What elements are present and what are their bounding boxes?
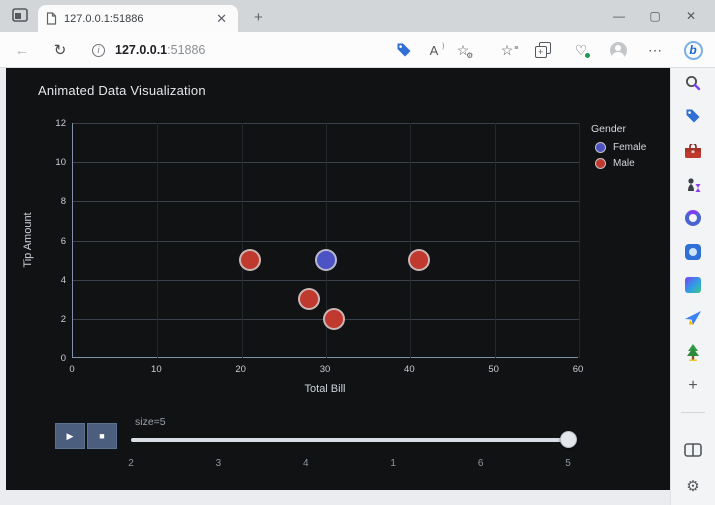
slider-step-label[interactable]: 4 <box>303 458 309 469</box>
collections-icon[interactable]: + <box>531 32 555 68</box>
slider-step-label[interactable]: 1 <box>390 458 396 469</box>
url-host: 127.0.0.1 <box>115 43 168 57</box>
slider-step-label[interactable]: 6 <box>477 458 484 469</box>
y-tick-label: 12 <box>55 118 66 129</box>
x-tick-label: 40 <box>404 364 415 375</box>
tab-strip: 127.0.0.1:51886 ✕ + — ▢ ✕ <box>0 0 715 32</box>
x-tick-label: 10 <box>151 364 162 375</box>
tab-title: 127.0.0.1:51886 <box>64 12 144 25</box>
slider-track[interactable] <box>131 438 568 442</box>
browser-essentials-icon[interactable]: ♡ <box>569 32 593 68</box>
data-point-male <box>323 307 346 330</box>
back-icon[interactable]: ← <box>14 41 30 59</box>
play-button[interactable]: ▶ <box>55 423 85 449</box>
workspaces-icon <box>12 8 28 22</box>
x-tick-label: 50 <box>488 364 499 375</box>
slider-step-label[interactable]: 2 <box>128 458 134 469</box>
gridline-vertical <box>241 123 243 358</box>
plot-area <box>72 123 580 358</box>
shopping-tag-icon[interactable] <box>392 32 416 68</box>
y-tick-label: 4 <box>60 274 66 286</box>
sidebar-divider <box>681 412 705 413</box>
site-info-icon[interactable]: i <box>92 43 105 57</box>
tab-close-icon[interactable]: ✕ <box>216 10 227 26</box>
browser-tab[interactable]: 127.0.0.1:51886 ✕ <box>38 5 238 32</box>
tree-game-icon[interactable] <box>682 341 704 363</box>
slider-step-label[interactable]: 5 <box>565 458 571 469</box>
gridline-vertical <box>326 123 327 358</box>
data-point-female <box>315 249 337 272</box>
y-tick-label: 8 <box>60 196 66 208</box>
games-icon[interactable] <box>682 174 704 196</box>
chart-title: Animated Data Visualization <box>38 83 206 98</box>
close-button[interactable]: ✕ <box>685 9 697 23</box>
maximize-button[interactable]: ▢ <box>649 9 661 23</box>
slider-step-label[interactable]: 3 <box>215 458 222 469</box>
data-point-male <box>407 249 430 272</box>
y-tick-label: 2 <box>60 313 66 325</box>
y-tick-label: 0 <box>60 353 66 364</box>
gridline-vertical <box>157 123 159 358</box>
toolbox-icon[interactable] <box>682 140 704 162</box>
slider-handle[interactable] <box>560 431 577 448</box>
address-bar[interactable]: i 127.0.0.1:51886 <box>92 38 205 62</box>
designer-icon[interactable] <box>682 241 704 263</box>
shopping-icon[interactable] <box>682 105 704 127</box>
url-port: :51886 <box>167 43 206 57</box>
legend-label: Female <box>613 142 647 153</box>
minimize-button[interactable]: — <box>613 9 625 23</box>
x-tick-label: 0 <box>69 364 75 375</box>
gridline-vertical <box>410 123 412 358</box>
gridline-vertical <box>494 123 496 358</box>
legend-marker <box>595 142 606 153</box>
read-aloud-icon[interactable]: A <box>422 32 446 68</box>
tab-actions-menu-icon[interactable] <box>12 8 30 24</box>
outlook-icon[interactable] <box>682 307 704 329</box>
gridline-vertical <box>579 123 580 358</box>
x-tick-label: 60 <box>572 364 584 375</box>
y-tick-label: 6 <box>60 235 66 247</box>
copilot-icon[interactable]: b <box>681 32 705 68</box>
legend-title: Gender <box>591 123 627 135</box>
page-favicon <box>46 12 57 25</box>
legend-item-male[interactable]: Male <box>589 158 646 169</box>
more-options-icon[interactable]: ⋯ <box>648 41 662 58</box>
stop-button[interactable]: ■ <box>87 423 117 449</box>
y-tick-label: 10 <box>55 157 66 169</box>
new-tab-button[interactable]: + <box>254 9 263 26</box>
edge-sidebar: + ⚙ <box>670 68 715 505</box>
refresh-icon[interactable]: ↻ <box>53 42 67 59</box>
legend-marker <box>595 158 606 169</box>
add-favorite-icon[interactable]: ☆ ⚙ <box>456 41 474 60</box>
legend-label: Male <box>613 158 635 169</box>
split-screen-icon[interactable] <box>682 439 704 461</box>
settings-icon[interactable]: ⚙ <box>686 478 700 495</box>
add-to-sidebar-icon[interactable]: + <box>688 377 698 394</box>
data-point-male <box>298 288 321 311</box>
favorites-icon[interactable]: ☆ ≡ <box>500 41 519 58</box>
x-tick-label: 20 <box>235 364 246 375</box>
search-icon[interactable] <box>682 72 704 94</box>
profile-avatar[interactable] <box>606 32 630 68</box>
slider-value-label: size=5 <box>135 416 166 428</box>
x-axis-label: Total Bill <box>304 383 346 395</box>
page-content: Animated Data Visualization 0 2 4 6 8 10 12 0 10… <box>6 68 670 490</box>
image-creator-icon[interactable] <box>682 274 704 296</box>
data-point-male <box>239 249 262 272</box>
y-axis-label: Tip Amount <box>22 212 34 268</box>
microsoft-365-icon[interactable] <box>682 207 704 229</box>
x-tick-label: 30 <box>319 364 331 375</box>
legend: Gender Female Male <box>589 123 646 174</box>
legend-item-female[interactable]: Female <box>589 142 646 153</box>
address-toolbar: ← ↻ i 127.0.0.1:51886 A ☆ ⚙ ☆ ≡ + ♡ ⋯ b <box>0 32 715 68</box>
window-controls: — ▢ ✕ <box>601 0 709 32</box>
